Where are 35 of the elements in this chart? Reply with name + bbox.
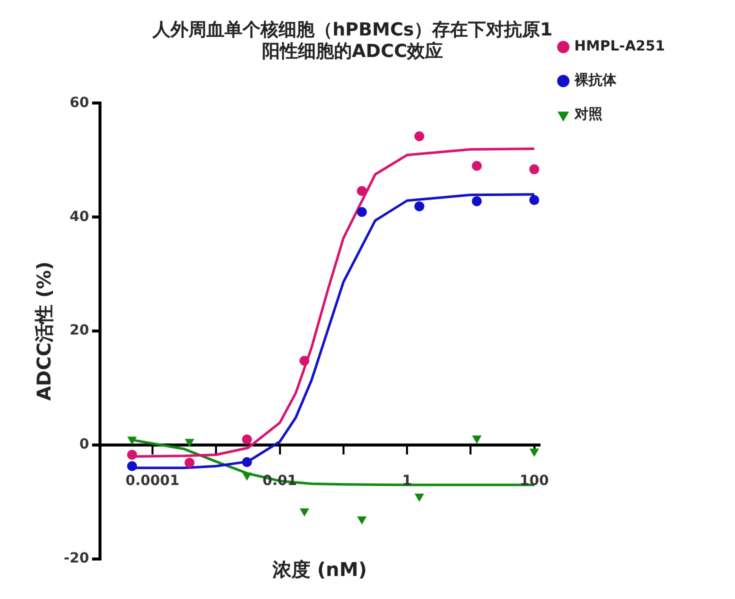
x-tick-label: 100 [520, 473, 550, 490]
point [242, 434, 252, 444]
point [356, 207, 367, 218]
point [472, 196, 482, 206]
point [127, 461, 138, 472]
legend-label: 对照 [573, 106, 602, 123]
point [414, 494, 424, 502]
point [472, 160, 482, 171]
point [414, 201, 424, 212]
legend-label: HMPL-A251 [574, 38, 666, 55]
chart-title: 人外周血单个核细胞（hPBMCs）存在下对抗原1 阳性细胞的ADCC效应 [151, 19, 553, 62]
legend-label: 裸抗体 [573, 72, 618, 89]
y-tick-label: 0 [79, 436, 90, 453]
point [300, 508, 309, 516]
point [472, 435, 482, 444]
y-axis-title: ADCC活性 (%) [33, 261, 56, 401]
point [356, 186, 367, 196]
y-tick-label: 60 [70, 94, 90, 111]
x-axis-title: 浓度 (nM) [271, 559, 367, 582]
y-tick-label: 20 [70, 322, 90, 339]
point [299, 356, 310, 366]
point [530, 448, 539, 456]
point [529, 164, 540, 174]
point [242, 472, 252, 480]
y-tick-label: -20 [64, 550, 90, 567]
point [127, 450, 138, 460]
point [357, 516, 366, 524]
point [128, 436, 136, 444]
x-tick-label: 0.0001 [126, 473, 180, 490]
point [529, 195, 540, 206]
point [184, 458, 195, 468]
point [185, 438, 194, 447]
point [414, 131, 424, 142]
y-tick-label: 40 [70, 208, 90, 225]
point [242, 457, 252, 468]
